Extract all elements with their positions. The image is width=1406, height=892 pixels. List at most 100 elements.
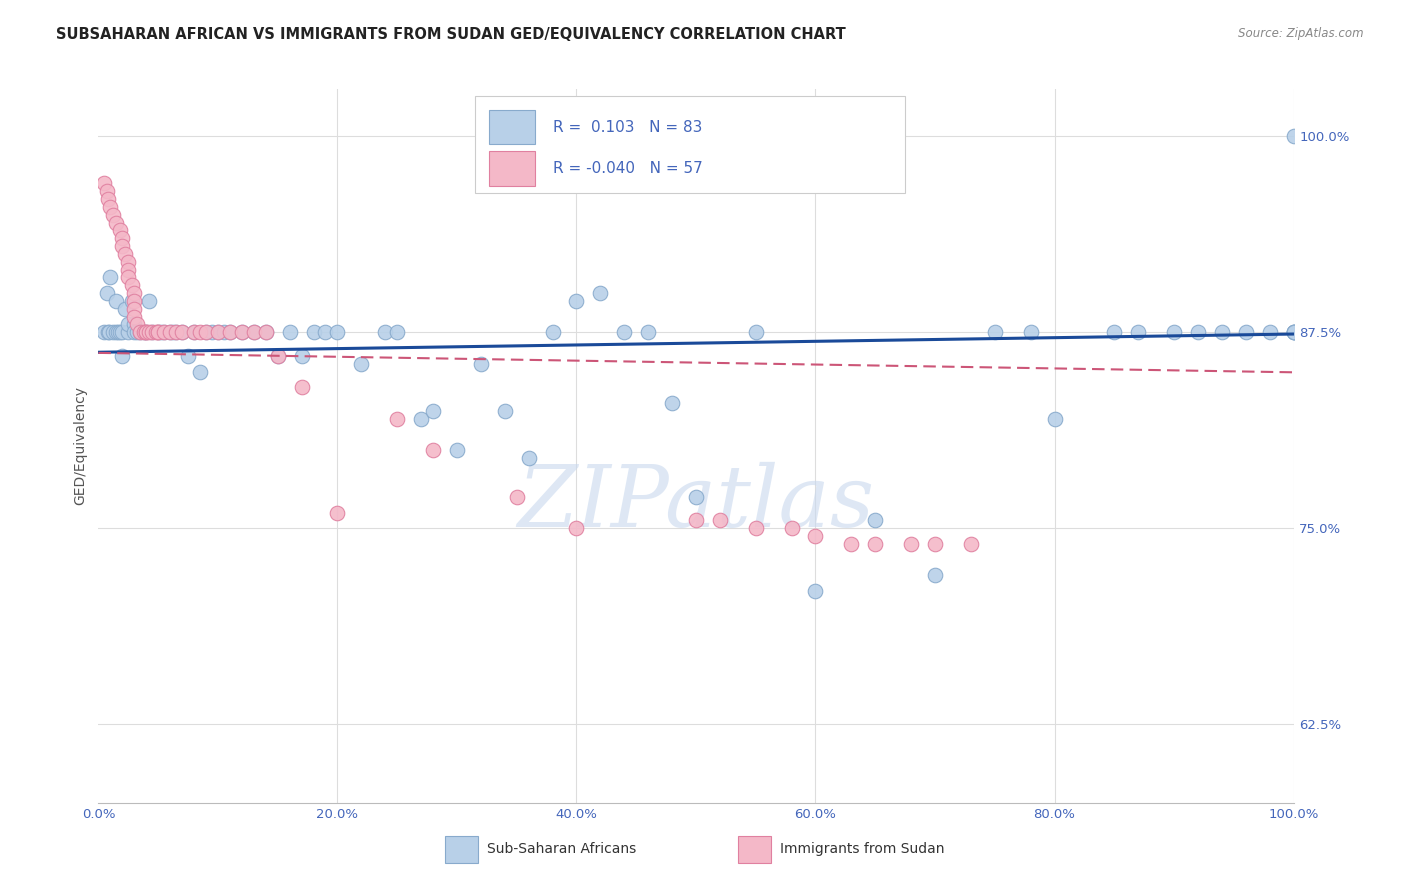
Point	[114, 301, 136, 316]
Point	[637, 326, 659, 340]
Point	[1282, 129, 1305, 144]
Point	[446, 442, 468, 457]
Point	[117, 318, 139, 332]
Point	[117, 326, 139, 340]
Point	[1043, 411, 1066, 425]
Point	[207, 326, 229, 340]
Point	[105, 326, 128, 340]
Text: Source: ZipAtlas.com: Source: ZipAtlas.com	[1239, 27, 1364, 40]
Point	[1187, 326, 1209, 340]
Point	[135, 326, 157, 340]
Point	[108, 223, 131, 237]
Point	[709, 514, 731, 528]
Point	[145, 326, 167, 340]
Point	[1128, 326, 1150, 340]
Point	[105, 215, 128, 229]
Point	[385, 326, 409, 340]
Point	[565, 521, 588, 535]
Point	[291, 349, 314, 363]
Y-axis label: GED/Equivalency: GED/Equivalency	[73, 386, 87, 506]
Point	[98, 270, 122, 285]
Point	[613, 326, 636, 340]
Point	[685, 490, 707, 504]
Point	[165, 326, 187, 340]
Point	[138, 293, 160, 308]
Point	[278, 326, 301, 340]
Point	[219, 326, 242, 340]
Point	[96, 286, 118, 301]
Point	[541, 326, 564, 340]
Point	[111, 349, 134, 363]
Point	[117, 270, 139, 285]
Point	[924, 568, 946, 582]
Text: SUBSAHARAN AFRICAN VS IMMIGRANTS FROM SUDAN GED/EQUIVALENCY CORRELATION CHART: SUBSAHARAN AFRICAN VS IMMIGRANTS FROM SU…	[56, 27, 846, 42]
Point	[177, 349, 200, 363]
Point	[195, 326, 218, 340]
Point	[1282, 326, 1305, 340]
Point	[326, 506, 349, 520]
Point	[162, 326, 184, 340]
Text: Sub-Saharan Africans: Sub-Saharan Africans	[486, 842, 636, 856]
Point	[1282, 326, 1305, 340]
Point	[93, 326, 115, 340]
Point	[97, 192, 120, 206]
Text: R = -0.040   N = 57: R = -0.040 N = 57	[553, 161, 703, 176]
Point	[101, 326, 124, 340]
Point	[267, 349, 290, 363]
Point	[121, 278, 143, 293]
Point	[1258, 326, 1281, 340]
Text: ZIPatlas: ZIPatlas	[517, 462, 875, 544]
Point	[141, 326, 163, 340]
Point	[231, 326, 253, 340]
Point	[589, 286, 612, 301]
Point	[291, 380, 314, 394]
Point	[124, 286, 146, 301]
Point	[219, 326, 242, 340]
Point	[107, 326, 129, 340]
Point	[315, 326, 337, 340]
Point	[172, 326, 194, 340]
Point	[350, 357, 373, 371]
Point	[96, 184, 118, 198]
Point	[124, 326, 146, 340]
Point	[135, 326, 157, 340]
Point	[148, 326, 170, 340]
Point	[188, 326, 211, 340]
Point	[865, 537, 887, 551]
Point	[111, 239, 134, 253]
Point	[924, 537, 946, 551]
Point	[117, 254, 139, 268]
Point	[804, 584, 827, 599]
FancyBboxPatch shape	[475, 96, 905, 193]
Point	[960, 537, 983, 551]
Point	[422, 403, 444, 417]
Point	[149, 326, 172, 340]
Point	[114, 247, 136, 261]
Point	[517, 450, 540, 465]
Point	[138, 326, 160, 340]
Point	[188, 364, 211, 378]
Point	[1282, 326, 1305, 340]
FancyBboxPatch shape	[489, 110, 534, 145]
Point	[1211, 326, 1233, 340]
Point	[121, 293, 143, 308]
Point	[98, 326, 121, 340]
Point	[565, 293, 588, 308]
Point	[129, 326, 152, 340]
Point	[105, 293, 128, 308]
Point	[111, 326, 134, 340]
Point	[254, 326, 277, 340]
Point	[117, 262, 139, 277]
Point	[165, 326, 187, 340]
Point	[148, 326, 170, 340]
Point	[661, 396, 683, 410]
Point	[172, 326, 194, 340]
Point	[745, 521, 768, 535]
Point	[1104, 326, 1126, 340]
Point	[267, 349, 290, 363]
Point	[141, 326, 163, 340]
Point	[159, 326, 181, 340]
Point	[984, 326, 1007, 340]
Point	[111, 231, 134, 245]
Point	[101, 208, 124, 222]
